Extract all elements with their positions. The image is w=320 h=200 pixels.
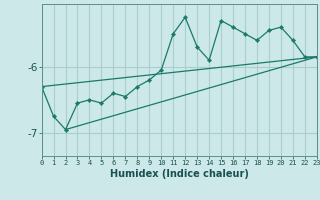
X-axis label: Humidex (Indice chaleur): Humidex (Indice chaleur) [110,169,249,179]
